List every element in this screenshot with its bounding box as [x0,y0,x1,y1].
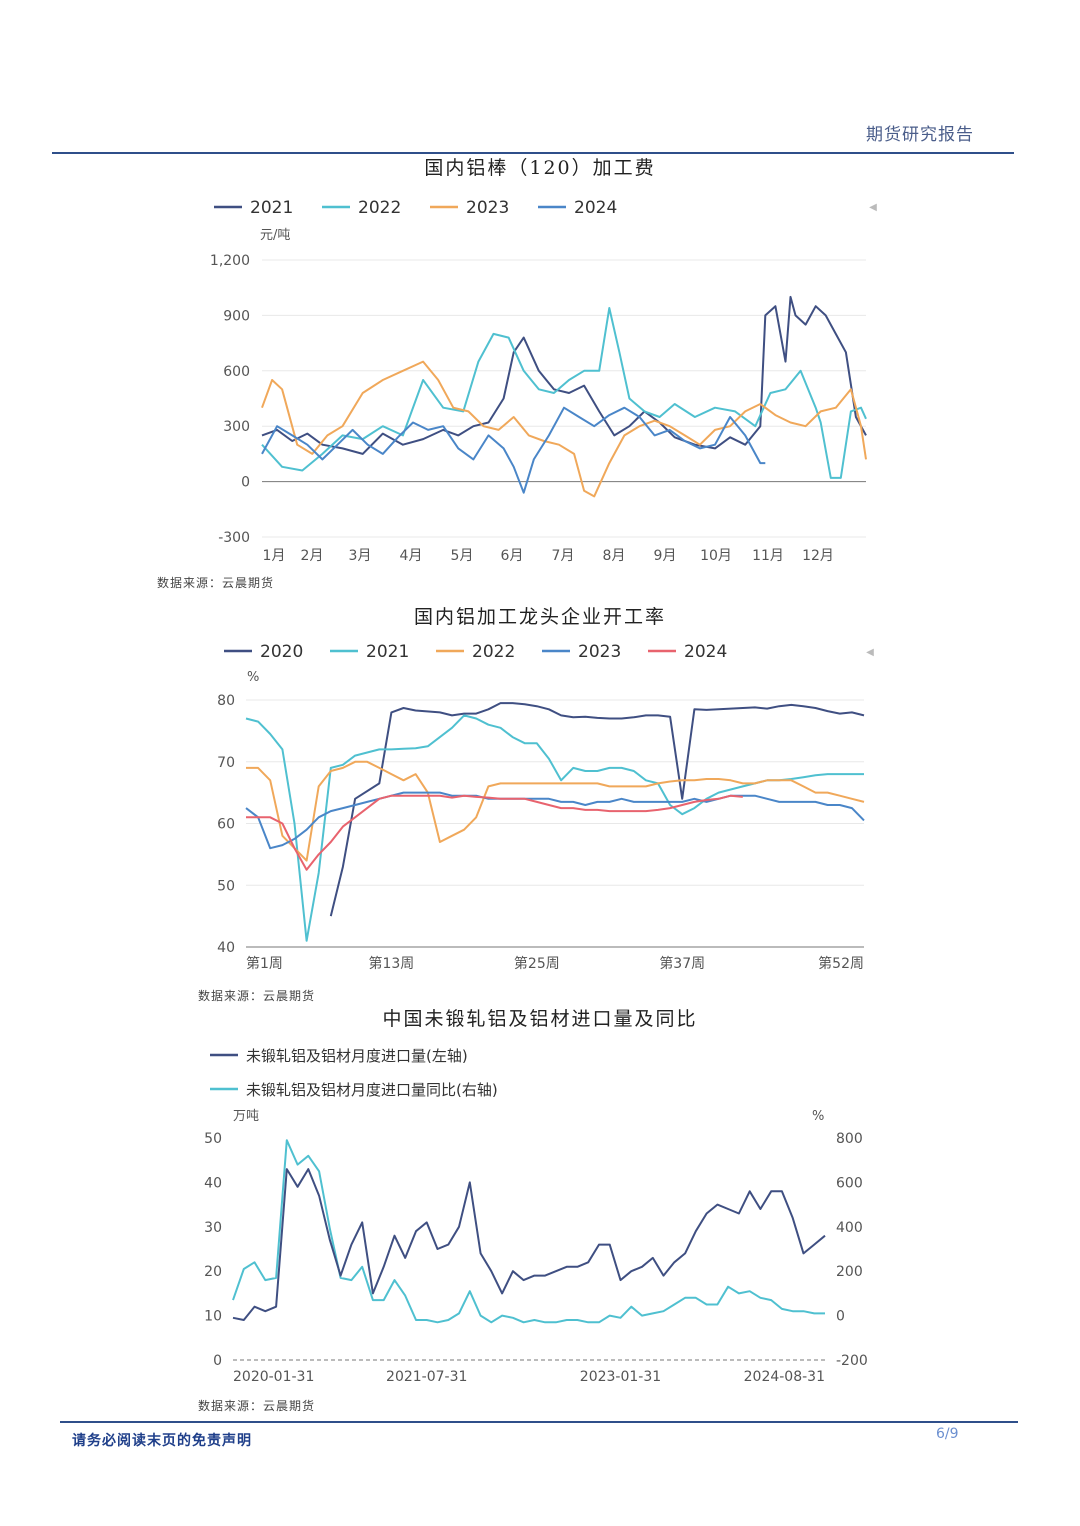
chart3-ytick-left-2: 30 [204,1220,222,1236]
chart3-ytick-right-0: 800 [836,1131,863,1147]
chart2-series-2021 [245,714,864,942]
chart2-series-2023 [245,791,865,850]
chart1-xtick-10: 11月 [752,548,784,564]
chart1-xtick-7: 8月 [603,548,626,564]
chart1-xtick-11: 12月 [802,548,834,564]
chart1-xtick-9: 10月 [700,548,732,564]
chart1-ytick-4: 0 [241,475,250,491]
chart3-ytick-left-1: 40 [204,1175,222,1191]
chart3-title: 中国未锻轧铝及铝材进口量及同比 [382,1008,697,1030]
chart2-ytick-3: 50 [217,878,235,894]
chart1-ytick-2: 600 [223,364,250,380]
chart3-ytick-left-4: 10 [204,1309,222,1325]
chart2-title: 国内铝加工龙头企业开工率 [414,606,666,628]
chart2-ytick-2: 60 [217,817,235,833]
chart2-source: 数据来源：云晨期货 [198,989,316,1003]
chart3-ytick-left-0: 50 [204,1131,222,1147]
chart2-legend-label-4: 2024 [684,642,727,662]
chart2-legend-scroll-icon: ◀ [866,647,874,658]
page-number: 6/9 [936,1426,959,1442]
chart1-xtick-5: 6月 [501,548,524,564]
chart2-ytick-1: 70 [217,755,235,771]
chart2-legend-label-3: 2023 [578,642,621,662]
chart2-ytick-0: 80 [217,693,235,709]
header-rule [52,152,1014,154]
chart2-ytick-4: 40 [217,940,235,956]
chart1-legend-label-2: 2023 [466,198,509,218]
chart1-xtick-6: 7月 [552,548,575,564]
chart1-unit: 元/吨 [260,228,290,243]
chart3-series-volume [232,1168,826,1321]
chart2-legend-label-2: 2022 [472,642,515,662]
header-title: 期货研究报告 [866,125,974,145]
chart2-xtick-2: 第25周 [514,955,560,972]
chart2-series-2024 [246,794,743,871]
chart3-ytick-left-5: 0 [213,1353,222,1369]
chart3-ytick-right-1: 600 [836,1175,863,1191]
chart1-legend-scroll-icon: ◀ [869,202,877,213]
chart3-ytick-right-2: 400 [836,1220,863,1236]
chart2-xtick-3: 第37周 [659,955,705,972]
chart2-series-2020 [329,702,865,917]
chart2-legend-label-0: 2020 [260,642,303,662]
chart1-series-2024 [261,406,766,494]
footer-rule [60,1421,1018,1423]
chart1-series-2021 [261,295,867,455]
chart2-xtick-0: 第1周 [246,955,283,972]
chart1-xtick-4: 5月 [451,548,474,564]
chart3-legend-label-0: 未锻轧铝及铝材月度进口量(左轴) [246,1047,468,1065]
chart1-source: 数据来源：云晨期货 [157,576,275,590]
chart1-legend-label-1: 2022 [358,198,401,218]
chart1-legend-label-3: 2024 [574,198,617,218]
chart-aluminum-rod-fee: 国内铝棒（120）加工费 2021 2022 2023 2024 ◀ 元/吨 1,200 900… [210,157,877,564]
chart-operating-rate: 国内铝加工龙头企业开工率 2020 2021 2022 2023 2024 ◀% 80 70 60… [217,606,874,972]
chart2-xtick-4: 第52周 [818,955,864,972]
chart1-xtick-0: 1月 [263,548,286,564]
chart1-ytick-1: 900 [223,308,250,324]
footer-disclaimer[interactable]: 请务必阅读末页的免责声明 [72,1433,252,1449]
chart2-xtick-1: 第13周 [368,955,414,972]
chart1-xtick-3: 4月 [400,548,423,564]
chart3-source: 数据来源：云晨期货 [198,1399,316,1413]
chart1-ytick-0: 1,200 [210,253,250,269]
chart3-xtick-0: 2020-01-31 [233,1369,314,1385]
chart3-ytick-right-5: -200 [836,1353,868,1369]
chart2-unit: % [247,670,259,685]
chart1-legend-label-0: 2021 [250,198,293,218]
chart3-xtick-2: 2023-01-31 [580,1369,661,1385]
chart1-series-2022 [261,307,867,479]
chart3-xtick-3: 2024-08-31 [744,1369,825,1385]
chart1-ytick-5: -300 [218,530,250,546]
chart1-xtick-2: 3月 [349,548,372,564]
chart1-series-2023 [261,360,867,498]
chart1-xtick-8: 9月 [654,548,677,564]
chart3-ytick-right-4: 0 [836,1309,845,1325]
chart2-legend-label-1: 2021 [366,642,409,662]
chart1-xtick-1: 2月 [301,548,324,564]
chart1-ytick-3: 300 [223,419,250,435]
chart3-ytick-left-3: 20 [204,1264,222,1280]
chart3-series-yoy [232,1139,825,1324]
chart3-ytick-right-3: 200 [836,1264,863,1280]
chart2-series-2022 [246,760,865,862]
chart3-xtick-1: 2021-07-31 [386,1369,467,1385]
chart3-unit-right: % [812,1109,824,1124]
chart3-unit-left: 万吨 [233,1109,259,1124]
chart3-legend-label-1: 未锻轧铝及铝材月度进口量同比(右轴) [246,1081,498,1099]
chart1-title: 国内铝棒（120）加工费 [424,157,655,179]
